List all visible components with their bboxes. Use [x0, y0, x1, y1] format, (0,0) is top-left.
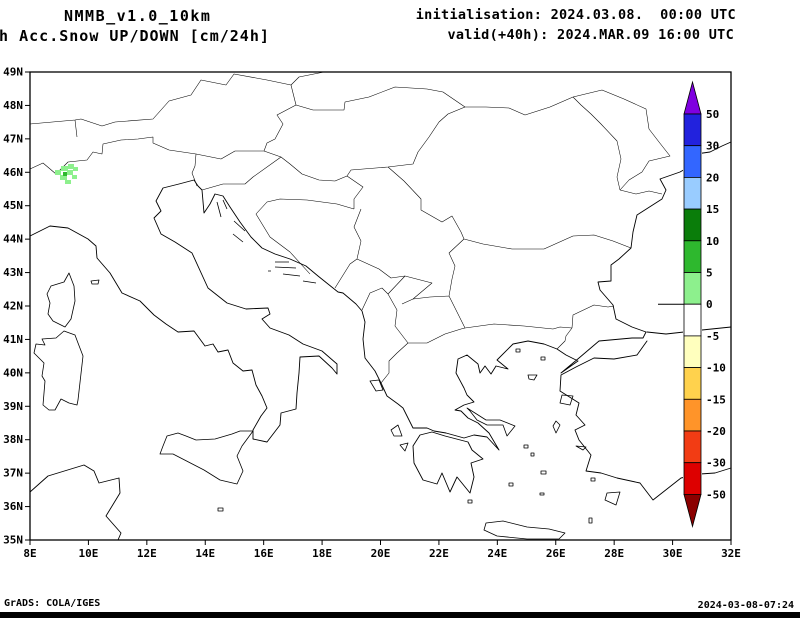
- bottom-bar: [0, 612, 800, 618]
- border-ch-de-at: [29, 71, 325, 138]
- svg-text:8E: 8E: [23, 547, 36, 560]
- border-hu-srb-ro: [346, 106, 466, 177]
- svg-text:40N: 40N: [3, 366, 23, 379]
- svg-text:-10: -10: [706, 362, 726, 375]
- map-frame: [29, 71, 732, 541]
- svg-text:10: 10: [706, 235, 719, 248]
- valid-time: valid(+40h): 2024.MAR.09 16:00 UTC: [447, 27, 734, 43]
- svg-text:50: 50: [706, 108, 719, 121]
- island-rhodes: [604, 491, 621, 506]
- island-samos: [575, 445, 587, 451]
- svg-text:49N: 49N: [3, 66, 23, 79]
- svg-text:0: 0: [706, 298, 713, 311]
- svg-text:32E: 32E: [721, 547, 741, 560]
- svg-text:-5: -5: [706, 330, 719, 343]
- grads-credit: GrADS: COLA/IGES: [4, 598, 101, 609]
- aegean-islets: [217, 348, 596, 524]
- coastline-turkey-aegean: [559, 340, 732, 501]
- border-srb-bg-mk: [401, 238, 466, 329]
- svg-text:44N: 44N: [3, 233, 23, 246]
- svg-text:48N: 48N: [3, 99, 23, 112]
- svg-text:37N: 37N: [3, 467, 23, 480]
- country-borders: [29, 71, 671, 384]
- svg-text:28E: 28E: [604, 547, 624, 560]
- svg-text:5: 5: [706, 267, 713, 280]
- axis-ticks: 49N 48N 47N 46N 45N 44N 43N 42N 41N 40N 39N 38N 37N 3…: [3, 66, 741, 561]
- island-corfu: [369, 379, 384, 392]
- dalmatian-islands: [216, 199, 317, 284]
- border-ro-ua-md: [465, 89, 671, 195]
- init-time: initialisation: 2024.03.08. 00:00 UTC: [415, 7, 736, 23]
- svg-text:39N: 39N: [3, 400, 23, 413]
- svg-text:46N: 46N: [3, 166, 23, 179]
- border-gr-bg-tr: [464, 304, 615, 350]
- island-chios: [552, 420, 561, 434]
- border-ro-bg: [463, 234, 632, 250]
- svg-text:18E: 18E: [312, 547, 332, 560]
- model-title: NMMB_v1.0_10km: [64, 7, 212, 25]
- border-mne-al-kos: [361, 275, 433, 311]
- svg-text:36N: 36N: [3, 500, 23, 513]
- svg-text:38N: 38N: [3, 433, 23, 446]
- svg-text:30E: 30E: [663, 547, 683, 560]
- island-zakynthos: [399, 442, 409, 452]
- product-title: 24h Acc.Snow UP/DOWN [cm/24h]: [0, 27, 270, 45]
- creation-timestamp: 2024-03-08-07:24: [697, 600, 794, 611]
- svg-text:30: 30: [706, 140, 719, 153]
- svg-text:42N: 42N: [3, 300, 23, 313]
- svg-text:45N: 45N: [3, 199, 23, 212]
- svg-text:-50: -50: [706, 488, 726, 501]
- svg-text:20: 20: [706, 171, 719, 184]
- border-sk-hu: [295, 86, 466, 111]
- svg-text:-30: -30: [706, 457, 726, 470]
- svg-text:47N: 47N: [3, 132, 23, 145]
- border-srb-ro: [387, 166, 465, 240]
- svg-text:-15: -15: [706, 393, 726, 406]
- border-alps: [29, 136, 198, 187]
- svg-text:43N: 43N: [3, 266, 23, 279]
- border-at-hu-si: [195, 84, 348, 191]
- svg-text:15: 15: [706, 203, 719, 216]
- border-al-mk-gr: [380, 309, 466, 384]
- svg-text:22E: 22E: [429, 547, 449, 560]
- island-sardinia: [33, 330, 84, 411]
- islands: [33, 199, 621, 540]
- svg-text:24E: 24E: [487, 547, 507, 560]
- svg-text:41N: 41N: [3, 333, 23, 346]
- svg-text:26E: 26E: [546, 547, 566, 560]
- coastline-mainland: [29, 141, 732, 451]
- border-hr-bih-srb: [255, 175, 364, 275]
- svg-text:12E: 12E: [137, 547, 157, 560]
- island-elba: [90, 279, 100, 285]
- island-limnos: [527, 374, 538, 381]
- svg-text:16E: 16E: [254, 547, 274, 560]
- island-euboea: [466, 407, 516, 437]
- island-cephalonia: [390, 424, 403, 437]
- svg-text:20E: 20E: [371, 547, 391, 560]
- island-crete: [483, 520, 566, 540]
- svg-text:10E: 10E: [78, 547, 98, 560]
- coastline-peloponnese: [412, 431, 484, 494]
- island-sicily: [159, 430, 254, 485]
- coastlines: [29, 141, 732, 541]
- island-corsica: [46, 272, 76, 328]
- svg-text:-20: -20: [706, 425, 726, 438]
- coastline-north-africa: [29, 464, 122, 541]
- border-bih-mne-srb: [334, 208, 406, 289]
- svg-text:14E: 14E: [195, 547, 215, 560]
- snow-overlay: [55, 164, 78, 184]
- svg-text:35N: 35N: [3, 534, 23, 547]
- island-lesbos: [559, 394, 574, 406]
